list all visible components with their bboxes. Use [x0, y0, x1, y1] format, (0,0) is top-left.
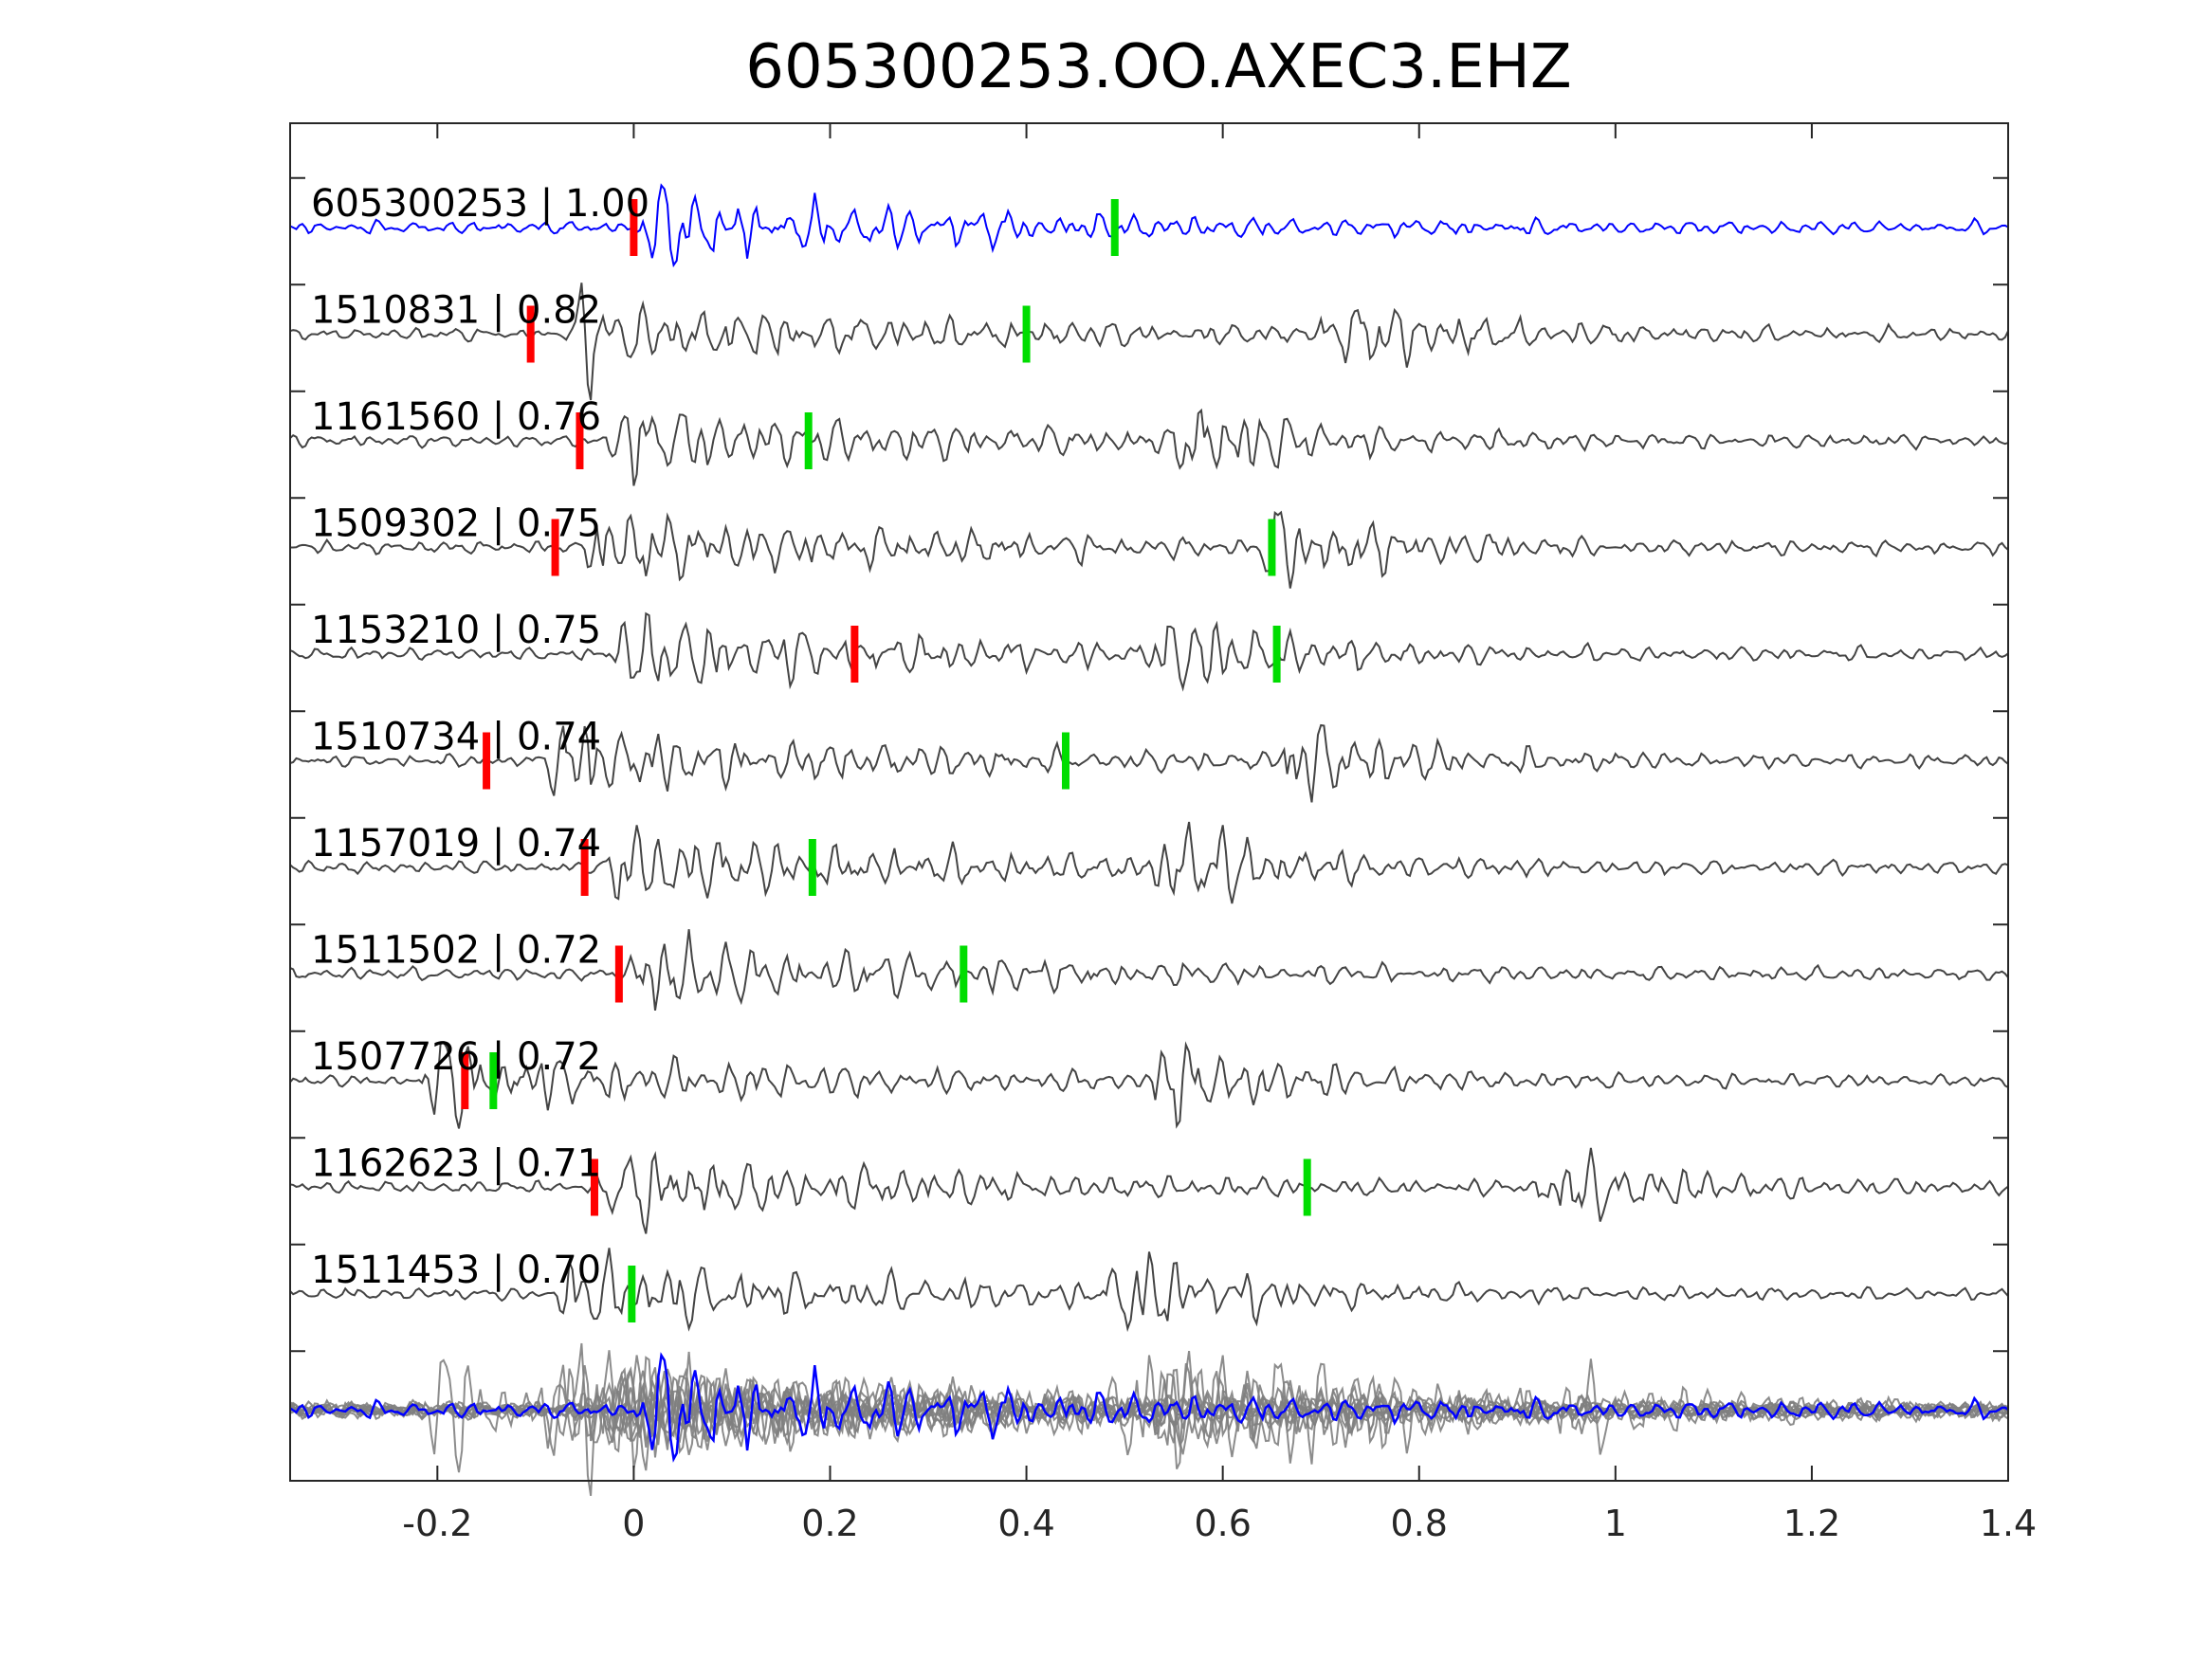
trace-line-1509302 — [290, 510, 2009, 589]
trace-line-605300253 — [289, 183, 2009, 268]
x-tick-label: 1 — [1604, 1503, 1627, 1544]
trace-label: 1507726 | 0.72 — [311, 1035, 601, 1079]
trace-label: 1511453 | 0.70 — [311, 1249, 601, 1292]
x-tick-label: 1.4 — [1980, 1503, 2037, 1544]
stack-line-1510831 — [289, 1342, 2009, 1496]
trace-label: 1509302 | 0.75 — [311, 502, 601, 546]
trace-line-1511502 — [289, 929, 2009, 1012]
trace-label: 1153210 | 0.75 — [311, 609, 601, 652]
x-tick-label: 0.6 — [1194, 1503, 1251, 1544]
trace-line-1510831 — [289, 283, 2009, 401]
trace-line-1162623 — [289, 1147, 2009, 1234]
stack-layer — [289, 1342, 2009, 1496]
stack-line-605300253 — [289, 1352, 2009, 1463]
trace-line-1507726 — [289, 1041, 2009, 1129]
trace-label: 1161560 | 0.76 — [311, 395, 601, 439]
trace-line-1153210 — [289, 611, 2009, 692]
plot-frame — [289, 122, 2009, 1482]
x-tick-label: 0.8 — [1391, 1503, 1448, 1544]
trace-label: 1162623 | 0.71 — [311, 1142, 601, 1186]
x-tick-label: 1.2 — [1783, 1503, 1840, 1544]
trace-line-1510734 — [289, 723, 2009, 803]
trace-label: 1510734 | 0.74 — [311, 716, 601, 759]
trace-label: 1157019 | 0.74 — [311, 822, 601, 866]
x-tick-label: -0.2 — [402, 1503, 472, 1544]
trace-label: 1510831 | 0.82 — [311, 289, 601, 333]
axes-layer: -0.2 0 0.2 0.4 0.6 0.8 1 1.2 1.4 — [289, 122, 2037, 1544]
trace-line-1511453 — [289, 1248, 2009, 1333]
x-tick-label: 0 — [622, 1503, 645, 1544]
trace-line-1157019 — [289, 821, 2009, 904]
chart-title: 605300253.OO.AXEC3.EHZ — [745, 32, 1572, 102]
trace-label: 1511502 | 0.72 — [311, 929, 601, 973]
x-tick-label: 0.2 — [801, 1503, 858, 1544]
trace-label: 605300253 | 1.00 — [311, 182, 649, 226]
x-tick-label: 0.4 — [997, 1503, 1054, 1544]
labels-layer: 605300253 | 1.00 1510831 | 0.82 1161560 | … — [311, 182, 649, 1292]
picks-layer — [461, 199, 1311, 1322]
stack-line-1511453 — [289, 1350, 2009, 1456]
